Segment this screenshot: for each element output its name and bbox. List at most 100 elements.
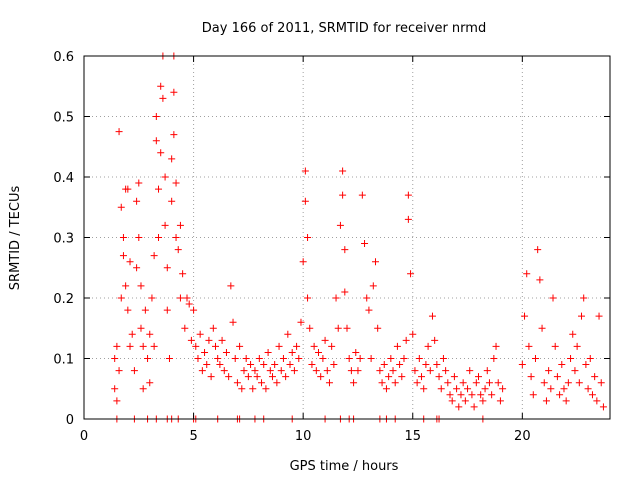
data-point (466, 367, 474, 375)
data-point (564, 379, 572, 387)
data-point (483, 367, 491, 375)
data-point (214, 355, 222, 362)
data-point (249, 385, 257, 393)
data-point (260, 361, 268, 369)
data-point (442, 367, 450, 375)
data-point (398, 373, 406, 381)
data-point (317, 373, 325, 381)
data-point (290, 367, 298, 375)
data-point (111, 385, 119, 393)
data-point (196, 330, 204, 338)
chart-title: Day 166 of 2011, SRMTID for receiver nrm… (202, 21, 486, 36)
data-point (212, 342, 219, 350)
data-point (152, 113, 160, 120)
data-point (341, 246, 349, 254)
data-point (573, 342, 581, 350)
y-tick-label: 0.2 (53, 292, 74, 307)
data-point (374, 324, 382, 332)
data-point (218, 336, 226, 344)
data-point (268, 373, 276, 381)
data-point (582, 361, 590, 369)
data-point (163, 264, 171, 272)
data-point (271, 361, 279, 369)
data-point (306, 324, 314, 332)
data-point (380, 361, 388, 369)
data-point (150, 342, 158, 350)
data-point (334, 324, 342, 332)
data-point (139, 342, 147, 350)
data-point (580, 294, 588, 302)
data-point (472, 379, 480, 387)
data-point (293, 342, 301, 350)
data-point (168, 197, 176, 205)
y-axis-label: SRMTID / TECUs (8, 186, 23, 291)
data-point (523, 270, 531, 278)
data-point (569, 330, 577, 338)
y-tick-label: 0 (66, 413, 74, 428)
y-tick-labels: 0 0.1 0.2 0.3 0.4 0.5 0.6 (53, 50, 74, 428)
data-point (485, 379, 493, 387)
data-point (187, 336, 195, 344)
data-point (304, 234, 312, 241)
data-point (575, 379, 583, 387)
data-point (551, 342, 559, 350)
x-tick-label: 0 (80, 429, 88, 444)
data-point (418, 373, 426, 381)
data-point (553, 373, 561, 381)
data-point (185, 300, 193, 308)
data-point (321, 336, 329, 344)
data-point (113, 342, 121, 350)
data-point (556, 391, 564, 399)
data-point (588, 391, 596, 399)
y-tick-label: 0.4 (53, 171, 74, 186)
data-point (424, 342, 432, 350)
data-point (387, 355, 395, 362)
data-point (415, 355, 423, 362)
data-point (457, 391, 465, 399)
data-point (444, 379, 452, 387)
data-point (343, 324, 351, 332)
data-point (391, 379, 399, 387)
data-point (382, 385, 390, 393)
plot-frame (83, 55, 611, 420)
y-tick-label: 0.1 (53, 353, 74, 368)
data-point (479, 397, 487, 405)
data-point (207, 373, 215, 381)
data-point (141, 306, 149, 314)
data-point (404, 215, 412, 223)
data-point (332, 294, 340, 302)
data-point (170, 88, 178, 96)
data-point (135, 234, 143, 241)
data-points (111, 52, 607, 423)
data-point (499, 385, 507, 393)
data-point (562, 397, 570, 405)
data-point (358, 191, 366, 199)
data-point (174, 246, 182, 254)
data-point (371, 258, 379, 266)
data-point (258, 379, 266, 387)
data-point (286, 361, 294, 369)
data-point (492, 342, 500, 350)
data-point (205, 336, 213, 344)
data-point (461, 397, 469, 405)
data-point (170, 131, 178, 139)
data-point (117, 203, 125, 211)
data-point (389, 367, 397, 375)
grid-lines (84, 56, 610, 419)
data-point (275, 342, 283, 350)
data-point (279, 355, 287, 362)
data-point (525, 342, 533, 350)
data-point (282, 373, 290, 381)
data-point (216, 361, 224, 369)
data-point (468, 391, 476, 399)
data-point (426, 367, 434, 375)
data-point (593, 397, 601, 405)
data-point (115, 367, 123, 375)
data-point (488, 391, 496, 399)
data-point (238, 385, 246, 393)
data-point (111, 355, 119, 362)
data-point (385, 373, 393, 381)
data-point (400, 355, 408, 362)
y-tick-label: 0.3 (53, 232, 74, 247)
data-point (229, 318, 237, 326)
